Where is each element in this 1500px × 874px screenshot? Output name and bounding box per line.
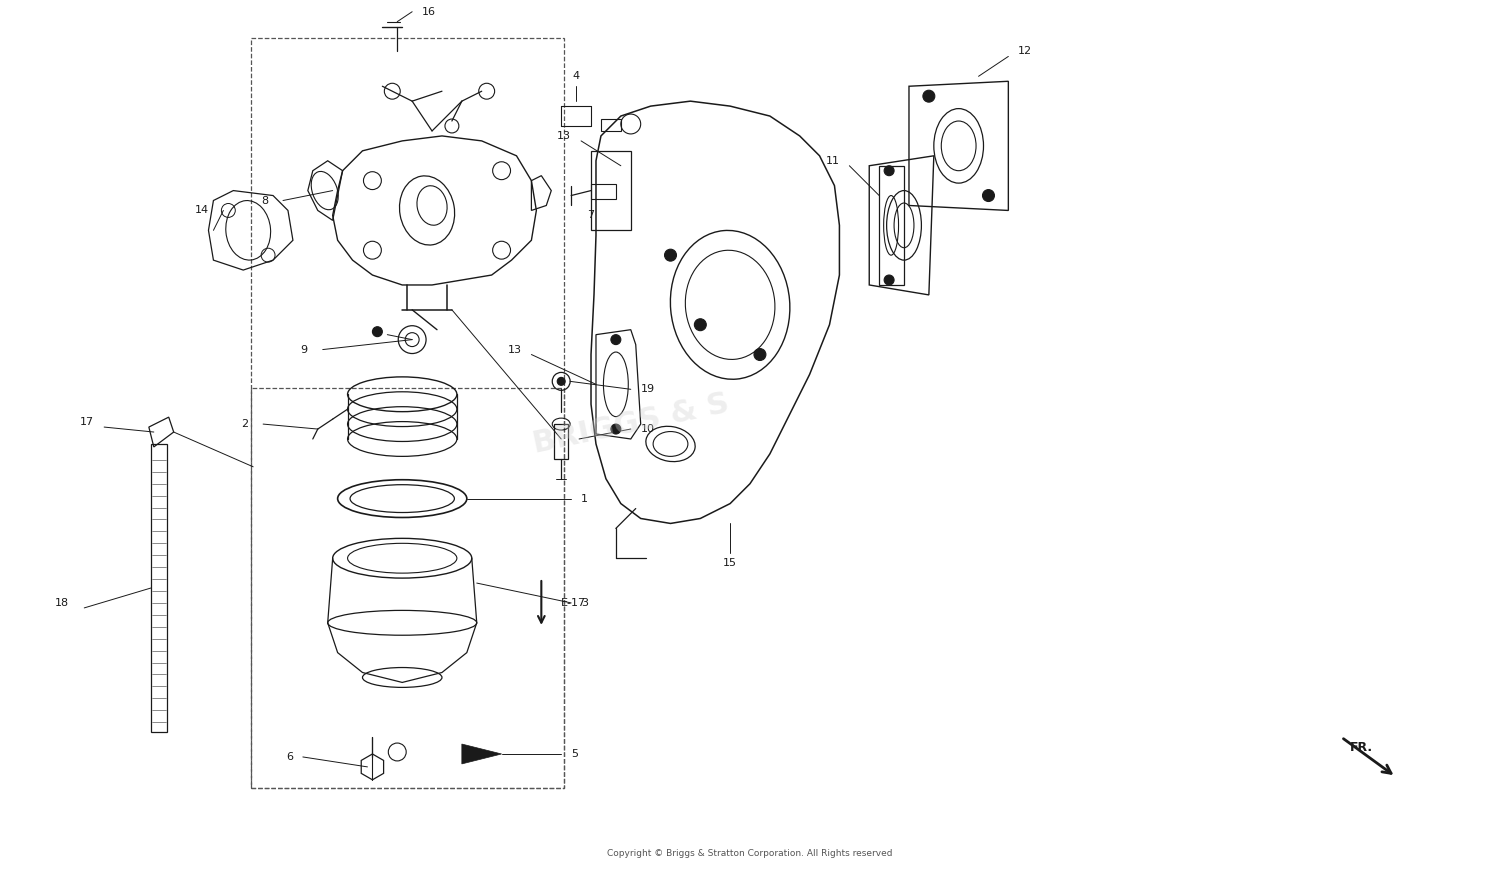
Text: 2: 2 [242, 419, 248, 429]
Text: 7: 7 [588, 211, 594, 220]
Text: 15: 15 [723, 558, 736, 568]
Polygon shape [462, 744, 501, 764]
Text: 19: 19 [640, 385, 656, 394]
Text: BRIGGS & S: BRIGGS & S [530, 389, 732, 459]
Text: 1: 1 [580, 494, 588, 503]
Circle shape [884, 166, 894, 176]
Circle shape [556, 378, 566, 385]
Bar [602, 119, 621, 131]
Circle shape [610, 335, 621, 344]
Text: Copyright © Briggs & Stratton Corporation. All Rights reserved: Copyright © Briggs & Stratton Corporatio… [608, 850, 892, 858]
Circle shape [884, 275, 894, 285]
Text: 14: 14 [195, 205, 208, 216]
Circle shape [754, 349, 766, 360]
Text: 10: 10 [640, 424, 654, 434]
Circle shape [372, 327, 382, 336]
Text: FR.: FR. [1350, 740, 1372, 753]
Text: 6: 6 [286, 752, 292, 762]
Text: 8: 8 [261, 196, 268, 205]
Bar [251, 388, 564, 787]
Circle shape [694, 319, 706, 330]
Text: 13: 13 [556, 131, 572, 141]
Text: 13: 13 [507, 344, 522, 355]
Bar [591, 184, 616, 198]
Text: 4: 4 [573, 72, 579, 81]
Text: 5: 5 [572, 749, 578, 759]
Text: 11: 11 [825, 156, 840, 166]
Bar [555, 424, 568, 459]
Circle shape [664, 249, 676, 261]
Circle shape [982, 190, 994, 202]
Circle shape [922, 90, 934, 102]
Bar [591, 151, 632, 231]
Text: 3: 3 [580, 598, 588, 608]
Text: E-17: E-17 [561, 598, 586, 608]
Circle shape [610, 424, 621, 434]
Text: 12: 12 [1019, 46, 1032, 57]
Text: 16: 16 [422, 7, 436, 17]
Text: 9: 9 [300, 344, 307, 355]
Text: 17: 17 [80, 417, 94, 427]
Text: 18: 18 [56, 598, 69, 608]
Bar [251, 38, 564, 787]
